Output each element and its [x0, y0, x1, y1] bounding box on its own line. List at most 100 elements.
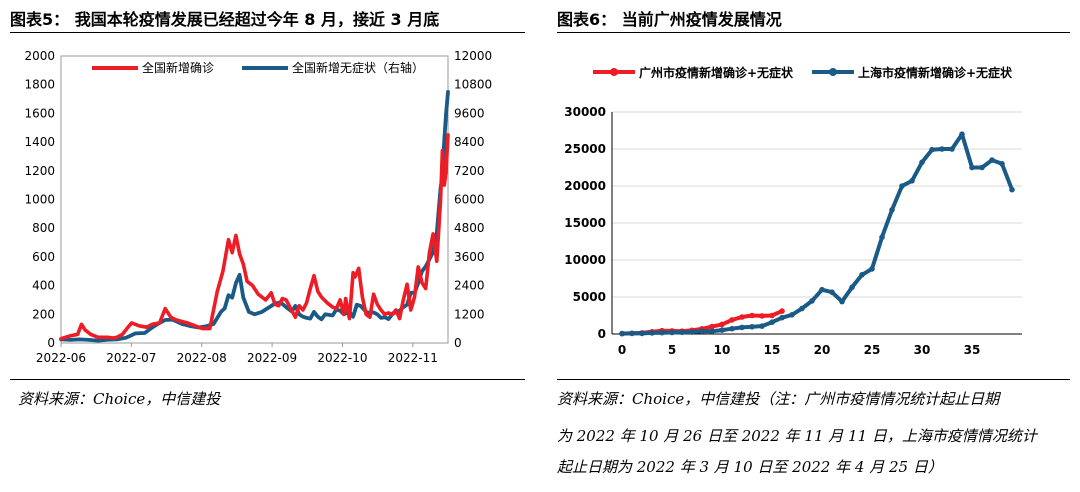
shanghai-data-point — [729, 325, 735, 332]
shanghai-data-point — [669, 329, 675, 336]
left-y-tick-label: 800 — [32, 221, 55, 235]
figure6-source-line: 为 2022 年 10 月 26 日至 2022 年 11 月 11 日，上海市… — [557, 427, 1037, 445]
guangzhou-data-point — [779, 308, 785, 314]
shanghai-data-point — [719, 327, 725, 333]
legend-confirmed-label: 全国新增确诊 — [142, 60, 214, 75]
right-y-tick-label: 10800 — [454, 78, 492, 92]
shanghai-data-point — [929, 146, 935, 153]
guangzhou-data-point — [769, 312, 775, 319]
right-y-tick-label: 2400 — [454, 279, 485, 293]
shanghai-data-point — [779, 314, 785, 321]
figure6-chart: 0 5000 10000 15000 20000 25000 30000 0 5 10 15 20 25… — [564, 65, 1022, 357]
left-y-tick-label: 1800 — [24, 78, 55, 92]
shanghai-data-point — [699, 328, 705, 335]
shanghai-data-point — [989, 157, 995, 163]
figure5-title-rule — [10, 32, 525, 33]
shanghai-data-point — [849, 284, 855, 291]
x-tick-label: 20 — [814, 343, 831, 357]
guangzhou-data-point — [759, 313, 765, 319]
figure5-source-rule — [10, 379, 525, 380]
shanghai-data-point — [909, 178, 915, 184]
right-y-tick-label: 3600 — [454, 250, 485, 264]
right-y-tick-label: 7200 — [454, 164, 485, 178]
legend-shanghai-label: 上海市疫情新增确诊+无症状 — [858, 65, 1013, 80]
left-y-tick-label: 0 — [47, 336, 55, 350]
guangzhou-data-point — [739, 314, 745, 320]
guangzhou-data-point — [749, 312, 755, 319]
left-y-tick-label: 1000 — [24, 193, 55, 207]
y-tick-label: 10000 — [564, 253, 606, 267]
shanghai-data-point — [639, 330, 645, 337]
figure6-title-rule — [557, 32, 1070, 33]
figure6-title: 图表6： 当前广州疫情发展情况 — [557, 10, 782, 29]
left-y-tick-label: 200 — [32, 307, 55, 321]
shanghai-data-point — [799, 305, 805, 312]
right-y-tick-label: 0 — [454, 336, 462, 350]
shanghai-data-point — [689, 329, 695, 335]
shanghai-data-point — [969, 164, 975, 171]
legend-guangzhou-marker — [610, 68, 618, 76]
shanghai-data-point — [949, 146, 955, 152]
shanghai-data-point — [889, 207, 895, 213]
shanghai-data-point — [649, 330, 655, 336]
x-tick-label: 2022-10 — [317, 351, 367, 365]
figure5-chart: 0 200 400 600 800 1000 1200 1400 1600 1800 2000 0 12… — [24, 49, 492, 365]
right-y-tick-label: 9600 — [454, 106, 485, 120]
right-y-tick-label: 1200 — [454, 307, 485, 321]
x-tick-label: 35 — [964, 343, 981, 357]
guangzhou-data-point — [709, 323, 715, 330]
legend-guangzhou-label: 广州市疫情新增确诊+无症状 — [639, 65, 794, 80]
plot-frame — [60, 55, 449, 344]
shanghai-data-point — [829, 289, 835, 295]
shanghai-data-point — [979, 164, 985, 171]
y-tick-label: 15000 — [564, 216, 606, 230]
right-y-tick-label: 4800 — [454, 221, 485, 235]
x-tick-label: 2022-08 — [177, 351, 227, 365]
y-tick-label: 30000 — [564, 105, 606, 119]
x-tick-label: 30 — [914, 343, 931, 357]
left-y-tick-label: 1600 — [24, 106, 55, 120]
figure5-title: 图表5： 我国本轮疫情发展已经超过今年 8 月，接近 3 月底 — [10, 10, 440, 29]
shanghai-data-point — [1009, 186, 1015, 193]
shanghai-data-point — [709, 328, 715, 335]
shanghai-data-point — [629, 330, 635, 337]
figure6-source-line: 资料来源：Choice，中信建投（注：广州市疫情情况统计起止日期 — [557, 390, 1000, 408]
right-y-tick-label: 6000 — [454, 193, 485, 207]
left-y-tick-label: 2000 — [24, 49, 55, 63]
legend-shanghai-marker — [829, 68, 837, 76]
shanghai-data-point — [619, 330, 625, 337]
shanghai-data-point — [999, 161, 1005, 167]
right-y-tick-label: 12000 — [454, 49, 492, 63]
shanghai-data-point — [769, 319, 775, 326]
y-tick-label: 0 — [598, 327, 606, 341]
y-tick-label: 5000 — [573, 290, 606, 304]
shanghai-data-point — [759, 323, 765, 329]
x-tick-label: 2022-09 — [247, 351, 297, 365]
shanghai-data-point — [739, 324, 745, 331]
shanghai-data-point — [789, 312, 795, 318]
x-tick-label: 2022-07 — [106, 351, 156, 365]
shanghai-data-point — [819, 286, 825, 293]
left-y-tick-label: 1400 — [24, 135, 55, 149]
right-y-tick-label: 8400 — [454, 135, 485, 149]
left-y-tick-label: 600 — [32, 250, 55, 264]
shanghai-data-point — [939, 146, 945, 152]
shanghai-data-point — [869, 266, 875, 272]
shanghai-data-point — [659, 329, 665, 336]
y-tick-label: 25000 — [564, 142, 606, 156]
asymptomatic-cases-line — [59, 90, 450, 343]
guangzhou-data-point — [729, 317, 735, 323]
x-tick-label: 5 — [668, 343, 676, 357]
x-tick-label: 2022-06 — [36, 351, 86, 365]
legend-asymptomatic-label: 全国新增无症状（右轴） — [292, 60, 424, 75]
left-y-tick-label: 1200 — [24, 164, 55, 178]
shanghai-series-line — [620, 132, 1014, 336]
shanghai-data-point — [749, 324, 755, 330]
x-tick-label: 15 — [764, 343, 781, 357]
confirmed-cases-line — [59, 133, 450, 341]
figure5-source: 资料来源：Choice，中信建投 — [18, 390, 221, 408]
guangzhou-data-point — [719, 321, 725, 328]
shanghai-data-point — [809, 298, 815, 304]
x-tick-label: 25 — [864, 343, 881, 357]
shanghai-data-point — [919, 159, 925, 166]
